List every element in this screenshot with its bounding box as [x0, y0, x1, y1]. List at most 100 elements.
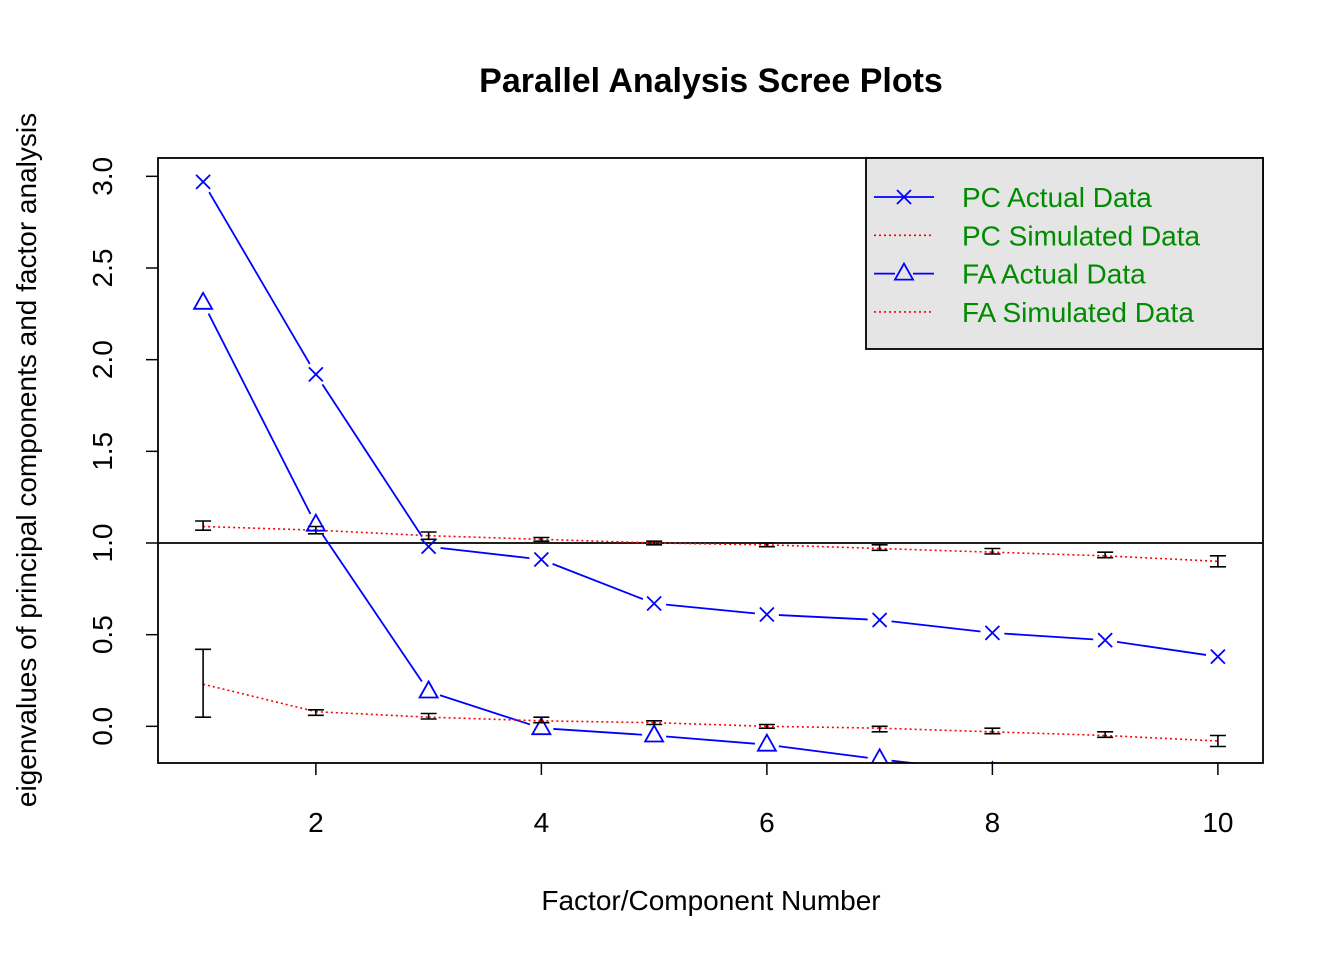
- series-2-segment: [1117, 782, 1206, 789]
- series-2-segment: [553, 728, 643, 736]
- series-1-error-bar: [533, 536, 550, 542]
- series-3-segment: [202, 683, 317, 713]
- series-0-point: [195, 174, 211, 190]
- y-tick-label: 2.0: [87, 340, 118, 379]
- legend-item: PC Actual Data: [874, 182, 1152, 213]
- legend-marker: [896, 189, 912, 205]
- series-0-segment: [665, 603, 756, 615]
- series-1-segment: [541, 538, 655, 544]
- series-0-segment: [778, 614, 868, 621]
- x-tick-label: 6: [759, 807, 775, 838]
- plot-frame: [157, 157, 1264, 764]
- series-1-error-bar: [195, 520, 212, 531]
- series-1-segment: [1105, 555, 1218, 563]
- x-tick-label: 8: [985, 807, 1001, 838]
- legend-item: FA Simulated Data: [874, 297, 1194, 328]
- legend-label: PC Actual Data: [962, 182, 1152, 213]
- x-tick-label: 2: [308, 807, 324, 838]
- series-1-segment: [428, 534, 542, 541]
- series-2-segment: [207, 313, 312, 515]
- legend-marker: [893, 261, 915, 281]
- series-1-error-bar: [758, 542, 775, 548]
- y-tick-label: 1.5: [87, 432, 118, 471]
- series-0-segment: [1116, 641, 1207, 656]
- series-1-segment: [654, 542, 767, 546]
- series-3-error-bar: [758, 723, 775, 729]
- series-2-point: [870, 747, 889, 763]
- series-2-segment: [439, 694, 531, 726]
- series-0-segment: [321, 383, 423, 538]
- legend-item: PC Simulated Data: [874, 220, 1201, 251]
- series-3-error-bar: [1097, 731, 1114, 739]
- series-0-point: [984, 625, 1001, 641]
- series-3-segment: [428, 716, 542, 722]
- series-1-error-bar: [1209, 555, 1226, 568]
- y-tick-label: 2.5: [87, 249, 118, 288]
- series-0-point: [420, 539, 437, 555]
- series-0-point: [533, 551, 550, 568]
- series-2-segment: [778, 745, 868, 759]
- series-2-line: [207, 313, 1206, 789]
- legend: PC Actual Data PC Simulated Data FA Actua…: [865, 157, 1264, 350]
- chart-title: Parallel Analysis Scree Plots: [479, 62, 943, 100]
- series-3-segment: [992, 731, 1106, 737]
- series-1-error-bar: [1097, 551, 1114, 559]
- series-0-segment: [208, 191, 311, 365]
- x-axis-label: Factor/Component Number: [541, 885, 880, 916]
- series-1-segment: [766, 544, 880, 550]
- series-1-error-bar: [646, 540, 663, 546]
- series-3-error-bar: [420, 712, 437, 720]
- series-1-segment: [992, 551, 1106, 557]
- series-3-error-bar: [195, 648, 212, 718]
- y-tick-label: 0.5: [87, 615, 118, 654]
- legend-item: FA Actual Data: [874, 259, 1146, 290]
- legend-box: [865, 157, 1264, 350]
- series-2-segment: [666, 735, 755, 745]
- x-tick-label: 10: [1202, 807, 1233, 838]
- series-3-error-bar: [307, 709, 324, 717]
- series-2-point: [756, 732, 778, 752]
- series-0-point: [759, 606, 775, 623]
- series-1-segment: [315, 529, 429, 537]
- legend-label: FA Simulated Data: [962, 297, 1194, 328]
- series-0-point: [646, 595, 662, 612]
- series-2-point: [530, 716, 552, 736]
- series-0-segment: [891, 620, 981, 633]
- series-0-segment: [552, 563, 644, 600]
- series-0-line: [208, 191, 1207, 656]
- series-3-error-bar: [1209, 734, 1226, 748]
- series-0-segment: [1004, 632, 1094, 641]
- y-axis-label: eigenvalues of principal components and …: [11, 113, 42, 807]
- y-tick-label: 1.0: [87, 524, 118, 563]
- series-3-line: [202, 683, 1218, 742]
- x-tick-label: 4: [534, 807, 550, 838]
- series-1-error-bar: [871, 544, 888, 552]
- series-1-segment: [203, 525, 316, 531]
- series-3-error-bar: [984, 727, 1001, 735]
- series-0-point: [871, 612, 888, 628]
- legend-label: PC Simulated Data: [962, 220, 1201, 251]
- series-0-segment: [440, 547, 530, 560]
- series-2-point: [1209, 781, 1227, 797]
- legend-label: FA Actual Data: [962, 259, 1146, 290]
- series-2-point: [418, 679, 440, 699]
- series-0-point: [1097, 632, 1113, 648]
- data-layer: [158, 174, 1263, 797]
- series-1-segment: [879, 547, 993, 553]
- series-2-point: [1096, 771, 1114, 787]
- series-3-segment: [879, 727, 993, 733]
- series-2-point: [192, 290, 214, 310]
- series-3-segment: [766, 725, 880, 729]
- series-3-error-bar: [871, 725, 888, 733]
- series-2-point: [643, 723, 665, 743]
- y-tick-label: 3.0: [87, 157, 118, 196]
- plot-area: 2 4 6 8 10 0.0 0.5 1.0 1.5 2.0 2.5 3.0: [87, 157, 1264, 838]
- series-3-segment: [315, 710, 429, 718]
- series-1-error-bar: [420, 531, 437, 541]
- series-3-error-bar: [533, 716, 550, 724]
- series-0-point: [1210, 649, 1226, 665]
- series-1-line: [203, 525, 1218, 563]
- series-3-segment: [541, 720, 655, 724]
- series-3-error-bar: [646, 720, 663, 726]
